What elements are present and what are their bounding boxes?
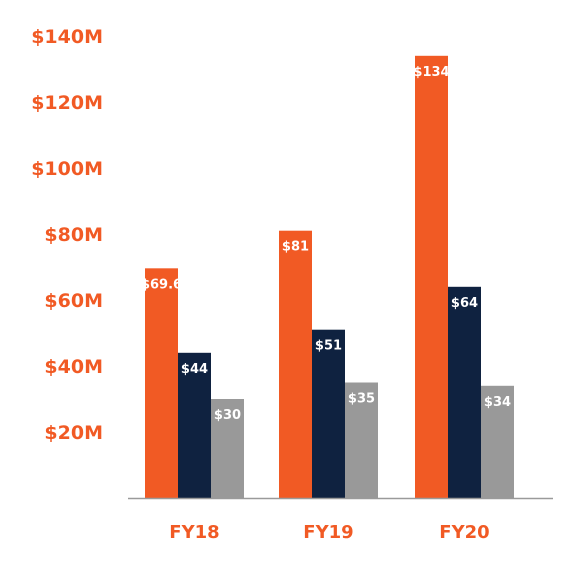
data-label: $30 <box>214 408 241 423</box>
y-tick-label: $40M <box>44 356 103 378</box>
data-label: $134 <box>413 65 449 80</box>
data-label: $51 <box>315 339 342 354</box>
bar <box>145 268 178 498</box>
x-axis: FY18 FY19 FY20 <box>169 522 489 543</box>
bar <box>415 55 448 499</box>
bar <box>211 399 244 498</box>
data-label: $64 <box>451 296 478 311</box>
y-tick-label: $60M <box>44 290 103 312</box>
y-tick-label: $100M <box>31 158 103 180</box>
y-tick-label: $20M <box>44 422 103 444</box>
bar <box>345 382 378 498</box>
y-axis: $20M $40M $60M $80M $100M $120M $140M <box>31 26 103 444</box>
data-label: $81 <box>282 240 309 255</box>
data-label: $44 <box>181 362 208 377</box>
x-tick-label: FY19 <box>303 522 353 543</box>
bar <box>481 385 514 498</box>
bar <box>178 352 211 498</box>
bars <box>145 55 514 499</box>
bar <box>279 230 312 498</box>
data-label: $34 <box>484 395 511 410</box>
data-labels: $69.6 $44 $30 $81 $51 $35 $134 $64 $34 <box>141 65 511 423</box>
y-tick-label: $140M <box>31 26 103 48</box>
y-tick-label: $80M <box>44 224 103 246</box>
data-label: $69.6 <box>141 277 182 292</box>
bar <box>312 329 345 498</box>
y-tick-label: $120M <box>31 92 103 114</box>
x-tick-label: FY20 <box>439 522 489 543</box>
x-tick-label: FY18 <box>169 522 219 543</box>
bar <box>448 286 481 498</box>
data-label: $35 <box>348 392 375 407</box>
